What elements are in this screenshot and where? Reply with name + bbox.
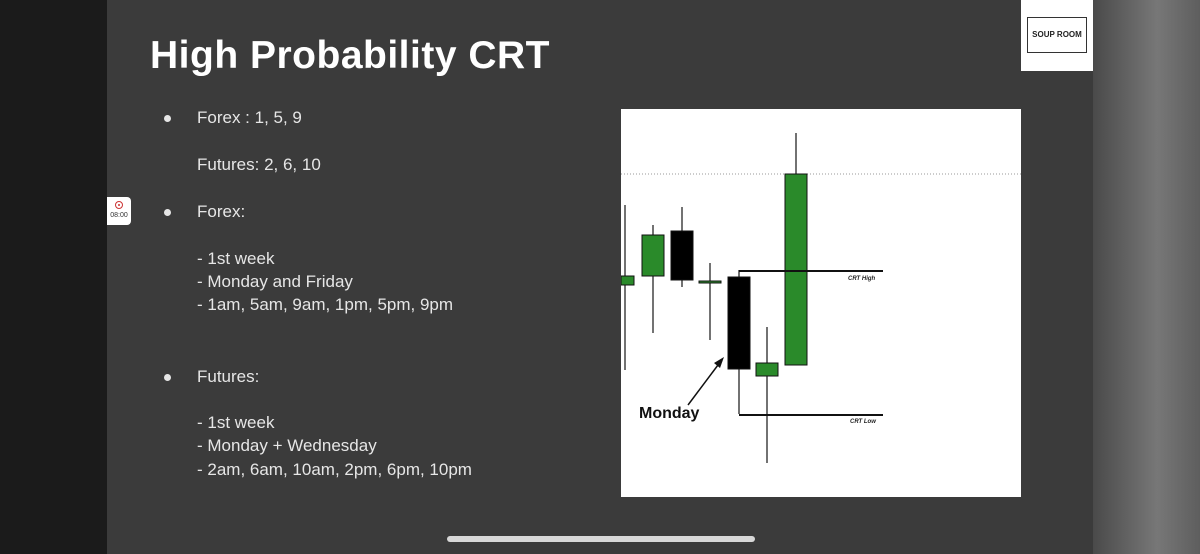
- bullet-line: - Monday and Friday: [197, 272, 353, 291]
- logo-text: SOUP ROOM: [1027, 17, 1087, 53]
- bullet-line: - 1am, 5am, 9am, 1pm, 5pm, 9pm: [197, 295, 454, 314]
- bullet-heading: Forex:: [197, 202, 246, 221]
- bullet-dot: [164, 115, 171, 122]
- candlestick-diagram: CRT High CRT Low Monday: [621, 109, 1021, 497]
- bullet-line: - 2am, 6am, 10am, 2pm, 6pm, 10pm: [197, 460, 472, 479]
- recording-time: 08:00: [110, 212, 128, 219]
- bullet-line: - 1st week: [197, 413, 275, 432]
- crt-low-label: CRT Low: [850, 419, 876, 425]
- bullet-dot: [164, 374, 171, 381]
- bullet-line: - Monday + Wednesday: [197, 436, 377, 455]
- bullet-line: Futures: 2, 6, 10: [197, 155, 321, 174]
- recording-badge[interactable]: 08:00: [107, 197, 131, 225]
- crt-high-label: CRT High: [848, 276, 876, 282]
- bullet-heading: Forex : 1, 5, 9: [197, 108, 302, 127]
- arrow-head: [714, 357, 724, 368]
- slide-title: High Probability CRT: [150, 34, 550, 77]
- bullet-dot: [164, 209, 171, 216]
- record-icon: [115, 201, 123, 209]
- annotation: Monday: [639, 405, 700, 422]
- home-indicator[interactable]: [447, 536, 755, 542]
- wicks: [624, 133, 797, 463]
- bullet-heading: Futures:: [197, 367, 260, 386]
- bullet-line: - 1st week: [197, 249, 275, 268]
- bodies: [621, 173, 808, 377]
- background-edge: [1093, 0, 1200, 554]
- arrow: [687, 360, 722, 406]
- logo[interactable]: SOUP ROOM: [1021, 0, 1093, 71]
- diagram-bg: [621, 109, 1021, 497]
